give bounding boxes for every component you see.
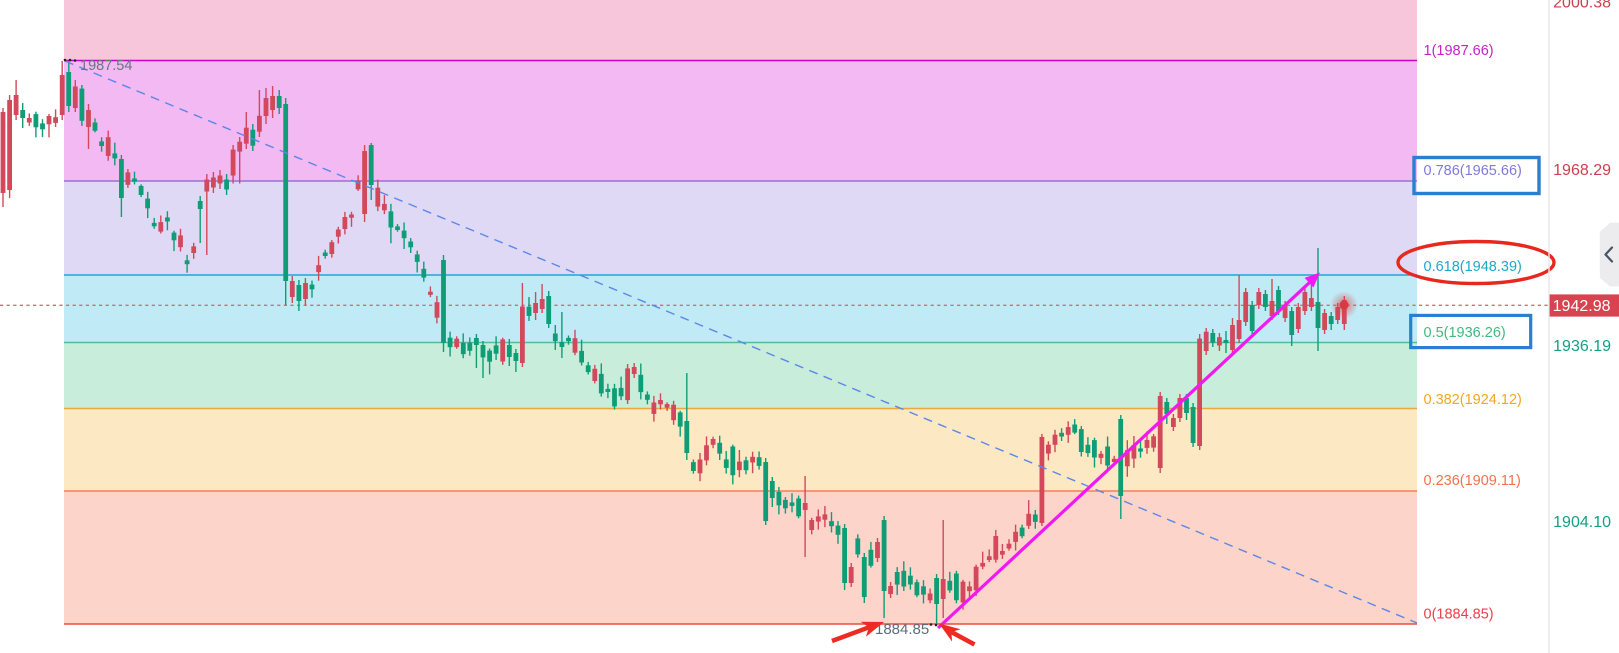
svg-text:0.786(1965.66): 0.786(1965.66) [1424, 163, 1522, 179]
svg-text:1884.85: 1884.85 [875, 621, 929, 638]
svg-text:0.618(1948.39): 0.618(1948.39) [1424, 259, 1522, 275]
svg-text:0.382(1924.12): 0.382(1924.12) [1424, 392, 1522, 408]
svg-text:0(1884.85): 0(1884.85) [1424, 607, 1494, 623]
svg-text:1968.29: 1968.29 [1553, 162, 1611, 179]
svg-text:1(1987.66): 1(1987.66) [1424, 43, 1494, 59]
svg-text:1987.54: 1987.54 [80, 58, 132, 74]
svg-text:1904.10: 1904.10 [1553, 514, 1611, 531]
svg-text:1936.19: 1936.19 [1553, 338, 1611, 355]
svg-text:1942.98: 1942.98 [1553, 298, 1611, 315]
svg-text:0.5(1936.26): 0.5(1936.26) [1424, 325, 1506, 341]
svg-text:2000.38: 2000.38 [1553, 0, 1611, 12]
svg-text:0.236(1909.11): 0.236(1909.11) [1424, 473, 1521, 489]
